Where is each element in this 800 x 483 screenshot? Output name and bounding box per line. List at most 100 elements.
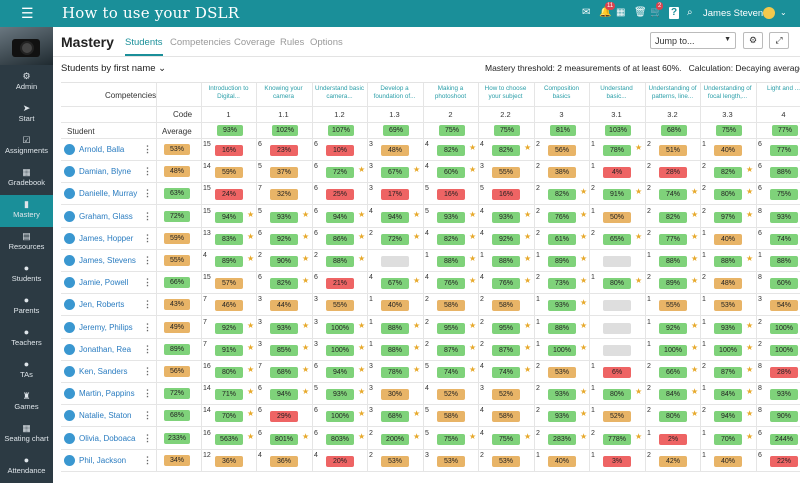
mastery-pill[interactable]: 82% — [659, 211, 687, 223]
mastery-pill[interactable]: 51% — [659, 145, 687, 156]
mastery-pill[interactable]: 76% — [437, 278, 465, 290]
competency-header[interactable]: Light and ... — [767, 85, 800, 92]
sidebar-item-admin[interactable]: ⚙ Admin — [0, 67, 53, 99]
mastery-pill[interactable]: 74% — [659, 189, 687, 201]
mastery-pill[interactable]: 60% — [770, 278, 798, 290]
mastery-pill[interactable]: 97% — [714, 211, 742, 223]
mastery-pill[interactable]: 56% — [548, 145, 576, 156]
mastery-pill[interactable]: 88% — [659, 256, 687, 267]
mastery-pill[interactable]: 82% — [270, 278, 298, 290]
sidebar-item-gradebook[interactable]: ▦ Gradebook — [0, 163, 53, 195]
student-name[interactable]: Jeremy, Philips — [79, 322, 133, 332]
mastery-pill[interactable]: 53% — [548, 367, 576, 378]
student-name[interactable]: James, Hopper — [79, 233, 134, 243]
mastery-pill[interactable]: 57% — [215, 278, 243, 290]
mastery-pill[interactable]: 68% — [381, 411, 409, 423]
mastery-pill[interactable] — [603, 344, 631, 356]
competency-header[interactable]: Understand basic... — [600, 85, 633, 100]
mastery-pill[interactable]: 65% — [603, 233, 631, 245]
mastery-pill[interactable]: 74% — [492, 367, 520, 378]
tab-coverage[interactable]: Coverage — [234, 37, 276, 48]
mastery-pill[interactable]: 58% — [492, 300, 520, 312]
tab-competencies[interactable]: Competencies — [170, 37, 231, 48]
mastery-pill[interactable]: 93% — [437, 211, 465, 223]
mastery-pill[interactable]: 42% — [659, 455, 687, 467]
mastery-pill[interactable]: 78% — [381, 367, 409, 378]
row-menu-icon[interactable]: ⋮ — [143, 343, 152, 354]
mastery-pill[interactable]: 94% — [270, 389, 298, 401]
mastery-pill[interactable]: 40% — [714, 455, 742, 467]
mastery-pill[interactable]: 100% — [326, 411, 354, 423]
mastery-pill[interactable]: 88% — [381, 322, 409, 334]
mastery-pill[interactable]: 244% — [770, 433, 798, 445]
mastery-pill[interactable]: 803% — [326, 433, 354, 445]
mastery-pill[interactable]: 91% — [215, 344, 243, 356]
tab-rules[interactable]: Rules — [280, 37, 305, 48]
mastery-pill[interactable]: 36% — [270, 455, 298, 467]
mastery-pill[interactable] — [603, 256, 631, 267]
student-name[interactable]: Jonathan, Rea — [79, 344, 132, 354]
mastery-pill[interactable]: 48% — [714, 278, 742, 290]
mastery-pill[interactable]: 46% — [215, 300, 243, 312]
mastery-pill[interactable]: 94% — [381, 211, 409, 223]
mastery-pill[interactable]: 70% — [215, 411, 243, 423]
mastery-pill[interactable]: 32% — [270, 189, 298, 201]
mastery-pill[interactable]: 84% — [659, 389, 687, 401]
mastery-pill[interactable]: 94% — [326, 211, 354, 223]
mastery-pill[interactable]: 87% — [492, 344, 520, 356]
calendar-icon[interactable]: ▦ — [616, 7, 626, 18]
mastery-pill[interactable]: 60% — [437, 167, 465, 179]
mastery-pill[interactable]: 778% — [603, 433, 631, 445]
mastery-pill[interactable]: 20% — [326, 455, 354, 467]
student-name[interactable]: Damian, Blyne — [79, 167, 132, 177]
mastery-pill[interactable]: 3% — [603, 455, 631, 467]
mastery-pill[interactable]: 84% — [714, 389, 742, 401]
row-menu-icon[interactable]: ⋮ — [143, 388, 152, 399]
row-menu-icon[interactable]: ⋮ — [143, 232, 152, 243]
mastery-pill[interactable]: 95% — [492, 322, 520, 334]
sidebar-item-tas[interactable]: ● TAs — [0, 355, 53, 387]
mastery-pill[interactable]: 92% — [659, 322, 687, 334]
mastery-pill[interactable]: 72% — [326, 167, 354, 179]
hamburger-icon[interactable]: ☰ — [21, 5, 34, 21]
mastery-pill[interactable]: 23% — [270, 145, 298, 156]
sidebar-item-resources[interactable]: ▤ Resources — [0, 227, 53, 259]
trash-icon[interactable]: 🗑 — [634, 7, 647, 18]
mastery-pill[interactable] — [603, 300, 631, 312]
mastery-pill[interactable]: 74% — [437, 367, 465, 378]
competency-header[interactable]: How to choose your subject — [484, 85, 527, 100]
settings-button[interactable]: ⚙ — [743, 32, 763, 49]
sidebar-item-assignments[interactable]: ☑ Assignments — [0, 131, 53, 163]
competency-header[interactable]: Develop a foundation of... — [373, 85, 416, 100]
mastery-pill[interactable]: 52% — [437, 389, 465, 401]
mastery-pill[interactable]: 86% — [326, 233, 354, 245]
cart-icon[interactable]: 🛒 2 — [650, 2, 664, 18]
mastery-pill[interactable]: 88% — [437, 256, 465, 267]
mastery-pill[interactable]: 40% — [714, 145, 742, 156]
mastery-pill[interactable]: 88% — [770, 256, 798, 267]
mastery-pill[interactable]: 67% — [381, 167, 409, 179]
mastery-pill[interactable]: 6% — [603, 367, 631, 378]
mastery-pill[interactable]: 95% — [437, 322, 465, 334]
row-menu-icon[interactable]: ⋮ — [143, 188, 152, 199]
mastery-pill[interactable] — [603, 322, 631, 334]
mastery-pill[interactable]: 40% — [548, 455, 576, 467]
competency-header[interactable]: Understand basic camera... — [315, 85, 364, 100]
mastery-pill[interactable]: 801% — [270, 433, 298, 445]
mastery-pill[interactable]: 16% — [437, 189, 465, 201]
mastery-pill[interactable]: 91% — [603, 189, 631, 201]
mastery-pill[interactable]: 53% — [437, 455, 465, 467]
mastery-pill[interactable]: 93% — [548, 389, 576, 401]
sidebar-item-parents[interactable]: ● Parents — [0, 291, 53, 323]
mastery-pill[interactable]: 59% — [215, 167, 243, 179]
student-name[interactable]: Ken, Sanders — [79, 367, 128, 376]
mastery-pill[interactable]: 100% — [770, 322, 798, 334]
expand-button[interactable]: ⤢ — [769, 32, 789, 49]
mastery-pill[interactable]: 80% — [603, 278, 631, 290]
mastery-pill[interactable]: 73% — [548, 278, 576, 290]
student-name[interactable]: Arnold, Balla — [79, 145, 125, 154]
row-menu-icon[interactable]: ⋮ — [143, 255, 152, 265]
mastery-pill[interactable]: 85% — [270, 344, 298, 356]
mastery-pill[interactable]: 70% — [714, 433, 742, 445]
mastery-pill[interactable]: 83% — [215, 233, 243, 245]
